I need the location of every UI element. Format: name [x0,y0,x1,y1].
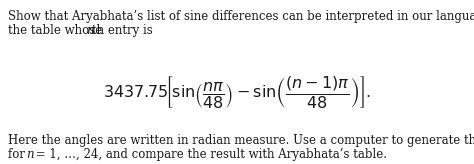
Text: Here the angles are written in radian measure. Use a computer to generate this t: Here the angles are written in radian me… [8,134,474,147]
Text: Show that Aryabhata’s list of sine differences can be interpreted in our languag: Show that Aryabhata’s list of sine diffe… [8,10,474,23]
Text: n: n [86,24,94,37]
Text: n: n [26,148,34,162]
Text: th entry is: th entry is [92,24,153,37]
Text: = 1, …, 24, and compare the result with Aryabhata’s table.: = 1, …, 24, and compare the result with … [32,148,387,162]
Text: the table whose: the table whose [8,24,106,37]
Text: for: for [8,148,29,162]
Text: $3437.75\!\left[\sin\!\left(\dfrac{n\pi}{48}\right)-\sin\!\left(\dfrac{(n-1)\pi}: $3437.75\!\left[\sin\!\left(\dfrac{n\pi}… [103,74,371,110]
